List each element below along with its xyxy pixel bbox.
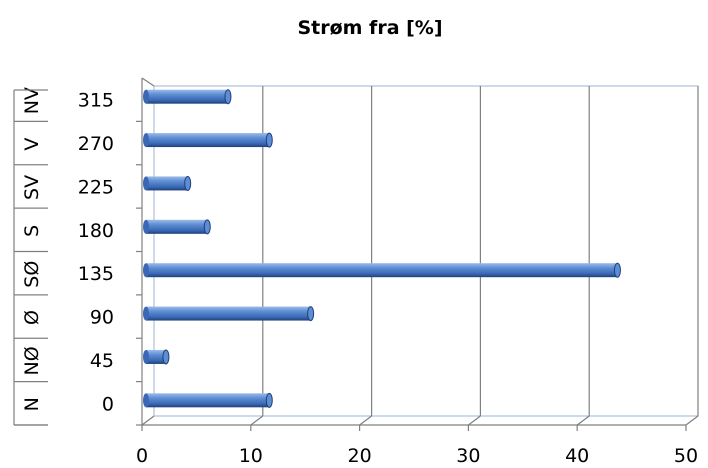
category-direction-label: SØ (21, 261, 43, 288)
x-tick-label: 40 (565, 445, 589, 467)
bars (143, 89, 621, 408)
bar-body (146, 219, 208, 234)
category-direction-label: S (21, 225, 43, 237)
bar-body (146, 349, 166, 364)
floor-edge (141, 415, 155, 426)
x-tick-label: 0 (136, 445, 148, 467)
gridline-floor (250, 415, 264, 426)
x-tick-labels: 0 10 20 30 40 50 (136, 425, 698, 467)
bar-body (146, 306, 311, 321)
category-labels: N 0 NØ 45 Ø 90 SØ 135 S 180 SV 225 V 270 NV 315 (13, 87, 142, 426)
gridline-floor (685, 415, 699, 426)
bar-end-cap (162, 349, 170, 365)
category-degrees-label: 180 (78, 220, 114, 242)
bar-end-cap (613, 262, 621, 278)
chart-title: Strøm fra [%] (297, 17, 442, 39)
bar-base-cap (143, 176, 149, 191)
bar-end-cap (203, 219, 211, 235)
bar-base-cap (143, 263, 149, 278)
bar (143, 132, 273, 148)
category-direction-label: SV (21, 175, 43, 200)
bar-body (146, 176, 188, 191)
bar-base-cap (143, 393, 149, 408)
bar-end-cap (184, 175, 192, 191)
category-direction-label: NØ (21, 346, 43, 375)
x-tick-label: 20 (348, 445, 372, 467)
x-tick-label: 30 (456, 445, 480, 467)
category-direction-label: N (21, 397, 43, 411)
bar-base-cap (143, 219, 149, 234)
bar (143, 349, 170, 365)
category-degrees-label: 225 (78, 176, 114, 198)
bar-base-cap (143, 306, 149, 321)
x-tick-label: 50 (674, 445, 698, 467)
category-direction-label: V (21, 138, 43, 151)
bar (143, 219, 211, 235)
bar-end-cap (265, 132, 273, 148)
category-degrees-label: 270 (78, 133, 114, 155)
category-degrees-label: 0 (102, 393, 114, 415)
bar (143, 89, 232, 105)
bar-base-cap (143, 349, 149, 364)
bar-body (146, 133, 270, 148)
bar-end-cap (265, 392, 273, 408)
bar-body (146, 393, 270, 408)
gridline-floor (359, 415, 372, 426)
category-degrees-label: 135 (78, 263, 114, 285)
category-degrees-label: 90 (90, 307, 114, 329)
bar-base-cap (143, 133, 149, 148)
gridline-floor (576, 415, 590, 426)
category-direction-label: Ø (21, 310, 43, 325)
category-direction-label: NV (21, 87, 43, 114)
bar-end-cap (307, 306, 315, 322)
gridline-floor (468, 415, 481, 426)
bar-end-cap (224, 89, 232, 105)
plot-frame (141, 77, 699, 426)
category-degrees-label: 315 (78, 90, 114, 112)
bar-body (146, 89, 228, 104)
bar (143, 262, 621, 278)
bar-base-cap (143, 89, 149, 104)
x-tick-label: 10 (239, 445, 263, 467)
top-corner-edge (141, 77, 155, 87)
bar (143, 306, 315, 322)
category-degrees-label: 45 (90, 350, 114, 372)
bar (143, 392, 273, 408)
bar-body (146, 263, 618, 278)
gridlines (250, 86, 699, 426)
bar (143, 175, 192, 191)
